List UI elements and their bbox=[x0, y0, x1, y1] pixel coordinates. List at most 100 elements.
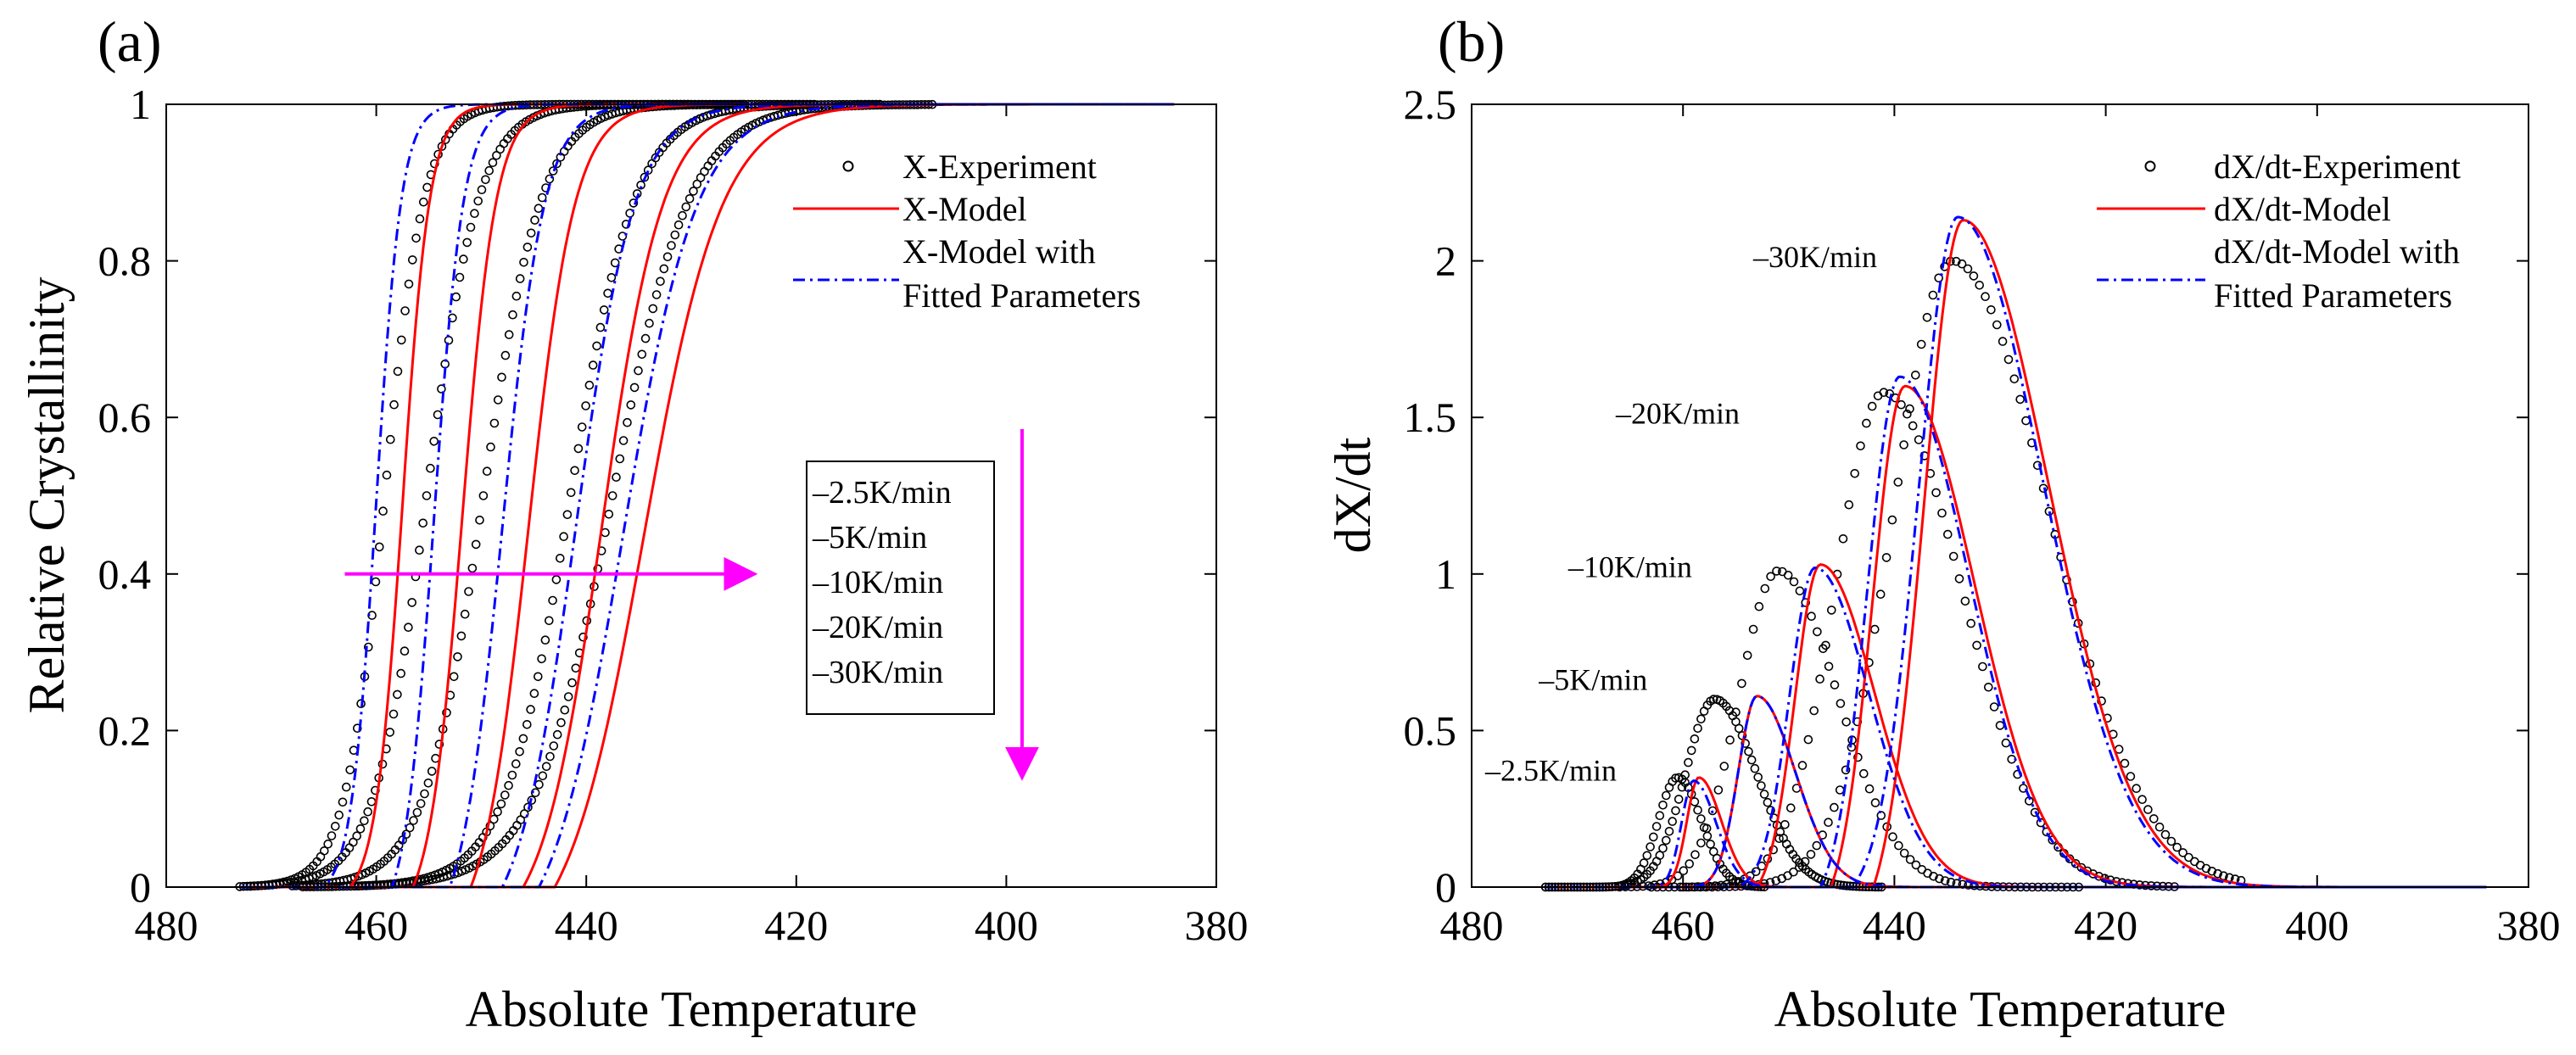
data-point bbox=[1908, 421, 1918, 431]
data-point bbox=[1754, 601, 1764, 611]
panel-b-y-axis-label: dX/dt bbox=[1325, 437, 1381, 553]
data-point bbox=[689, 187, 698, 196]
data-point bbox=[456, 631, 467, 641]
data-point bbox=[426, 463, 435, 473]
data-point bbox=[1881, 553, 1891, 562]
data-point bbox=[544, 616, 554, 626]
x-tick-label: 480 bbox=[135, 901, 198, 949]
data-point bbox=[1639, 858, 1649, 868]
data-point bbox=[504, 780, 513, 790]
data-point bbox=[363, 807, 373, 817]
data-point bbox=[1725, 735, 1735, 745]
data-point bbox=[453, 652, 462, 661]
data-point bbox=[2038, 483, 2048, 494]
data-point bbox=[1671, 773, 1680, 783]
x-tick-label: 400 bbox=[2285, 901, 2349, 949]
data-point bbox=[1870, 798, 1880, 807]
rate-annotation: –20K/min bbox=[1615, 397, 1740, 431]
data-point bbox=[1662, 835, 1671, 846]
data-point bbox=[2184, 852, 2193, 862]
data-point bbox=[405, 823, 415, 833]
data-point bbox=[486, 442, 495, 452]
data-point bbox=[595, 322, 606, 332]
data-point bbox=[685, 194, 695, 204]
data-point bbox=[415, 545, 424, 555]
data-point bbox=[1642, 851, 1652, 861]
data-point bbox=[556, 717, 566, 728]
data-point bbox=[540, 635, 550, 645]
series-dxdt-experiment--30K/min bbox=[1678, 256, 2246, 892]
panel-b-ticks: 480 460 440 420 400 380 0 0.5 1 1.5 2 2.5 bbox=[1404, 81, 2561, 949]
data-point bbox=[1853, 752, 1863, 762]
data-point bbox=[511, 759, 521, 769]
data-point bbox=[400, 306, 410, 315]
data-point bbox=[643, 165, 653, 175]
y-tick-label: 0.8 bbox=[98, 237, 152, 285]
data-point bbox=[2160, 829, 2171, 840]
data-point bbox=[2015, 394, 2025, 405]
data-point bbox=[418, 518, 428, 528]
data-point bbox=[388, 709, 399, 719]
data-point bbox=[526, 228, 536, 238]
data-point bbox=[1879, 388, 1889, 398]
data-point bbox=[518, 734, 528, 744]
data-point bbox=[527, 795, 537, 805]
data-point bbox=[519, 809, 529, 818]
x-tick-label: 380 bbox=[2497, 901, 2561, 949]
data-point bbox=[356, 699, 366, 709]
data-point bbox=[396, 668, 406, 678]
data-point bbox=[2126, 772, 2136, 781]
data-point bbox=[1937, 508, 1947, 518]
y-tick-label: 0.5 bbox=[1404, 706, 1457, 754]
data-point bbox=[495, 144, 506, 154]
data-point bbox=[1731, 707, 1741, 717]
data-point bbox=[1709, 695, 1718, 704]
data-point bbox=[1935, 874, 1944, 884]
data-point bbox=[637, 349, 647, 360]
data-point bbox=[366, 796, 377, 807]
panel-a-axes-frame bbox=[165, 103, 1217, 888]
x-tick-label: 380 bbox=[1185, 901, 1249, 949]
data-point bbox=[1774, 834, 1784, 844]
data-point bbox=[1850, 468, 1859, 478]
x-tick-label: 480 bbox=[1440, 901, 1504, 949]
data-point bbox=[334, 810, 344, 820]
data-point bbox=[1693, 723, 1702, 734]
data-point bbox=[493, 807, 502, 817]
data-point bbox=[1780, 819, 1790, 829]
data-point bbox=[1734, 723, 1744, 734]
data-point bbox=[1929, 872, 1938, 881]
data-point bbox=[570, 466, 579, 476]
data-point bbox=[1662, 790, 1671, 801]
legend-marker-experiment bbox=[842, 160, 854, 172]
data-point bbox=[659, 264, 669, 274]
data-point bbox=[1685, 859, 1694, 868]
data-point bbox=[378, 506, 388, 516]
data-point bbox=[1655, 811, 1665, 821]
data-point bbox=[1789, 867, 1798, 877]
legend-entry-x-experiment: X-Experiment bbox=[902, 148, 1097, 186]
data-point bbox=[1905, 404, 1914, 414]
data-point bbox=[541, 762, 551, 772]
data-point bbox=[467, 563, 478, 573]
x-tick-label: 460 bbox=[1651, 901, 1715, 949]
data-point bbox=[1706, 840, 1715, 849]
data-point bbox=[1928, 290, 1938, 300]
rate-legend-box: –2.5K/min –5K/min –10K/min –20K/min –30K… bbox=[806, 461, 995, 715]
data-point bbox=[1753, 773, 1763, 782]
data-point bbox=[1696, 714, 1706, 724]
series-x-experiment--30K/min bbox=[350, 99, 937, 891]
data-point bbox=[566, 488, 576, 498]
data-point bbox=[555, 553, 565, 563]
series-x-experiment--10K/min bbox=[288, 99, 819, 890]
data-point bbox=[1702, 823, 1712, 834]
data-point bbox=[1679, 866, 1689, 875]
data-point bbox=[681, 202, 691, 212]
data-point bbox=[482, 466, 492, 477]
data-point bbox=[1809, 706, 1819, 716]
y-tick-label: 0.2 bbox=[98, 706, 152, 754]
data-point bbox=[533, 672, 543, 682]
data-point bbox=[500, 350, 511, 360]
data-point bbox=[1897, 399, 1906, 410]
data-point bbox=[449, 672, 459, 682]
